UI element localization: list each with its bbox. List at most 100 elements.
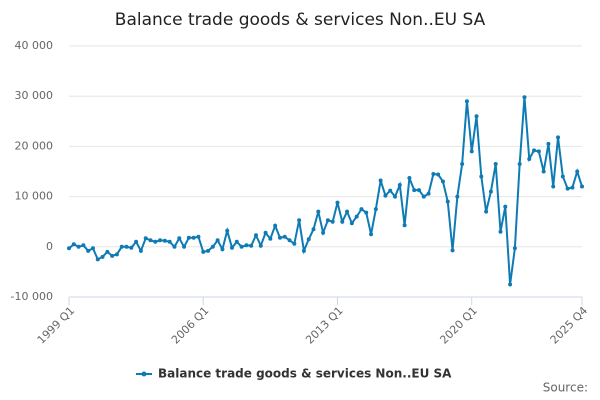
data-point [412, 188, 417, 193]
data-point [469, 149, 474, 154]
x-tick-label: 2013 Q1 [303, 304, 346, 347]
y-tick-label: 30 000 [15, 89, 54, 102]
data-point [484, 209, 489, 214]
data-point [253, 233, 258, 238]
data-point [527, 156, 532, 161]
data-point [263, 230, 268, 235]
data-point [369, 232, 374, 237]
data-point [503, 204, 508, 209]
data-point [201, 249, 206, 254]
data-point [143, 236, 148, 241]
chart-title: Balance trade goods & services Non..EU S… [115, 10, 486, 30]
data-point [440, 179, 445, 184]
data-point [416, 188, 421, 193]
data-point [153, 239, 158, 244]
data-point [105, 249, 110, 254]
data-point [210, 244, 215, 249]
data-point [402, 223, 407, 228]
data-point [134, 239, 139, 244]
data-point [177, 236, 182, 241]
data-point [421, 194, 426, 199]
data-point [460, 161, 465, 166]
data-point [522, 95, 527, 100]
data-point [182, 244, 187, 249]
data-point [455, 194, 460, 199]
data-point [479, 174, 484, 179]
data-point [383, 193, 388, 198]
data-point [556, 135, 561, 140]
data-point [86, 248, 91, 253]
data-point [354, 214, 359, 219]
data-point [498, 229, 503, 234]
data-point [359, 207, 364, 212]
y-tick-label: 40 000 [15, 39, 54, 52]
series-line [68, 97, 583, 285]
data-point [225, 228, 230, 233]
data-point [325, 218, 330, 223]
data-point [167, 239, 172, 244]
data-point [239, 244, 244, 249]
data-point [426, 191, 431, 196]
data-point [138, 248, 143, 253]
data-point [234, 239, 239, 244]
data-point [565, 186, 570, 191]
data-point [551, 184, 556, 189]
y-tick-label: -10 000 [11, 290, 53, 303]
data-point [114, 252, 119, 257]
x-tick-label: 2006 Q1 [169, 304, 212, 347]
data-point [230, 245, 235, 250]
data-point [393, 194, 398, 199]
data-point [373, 207, 378, 212]
data-point [206, 248, 211, 253]
data-point [249, 243, 254, 248]
data-point [397, 183, 402, 188]
data-point [345, 209, 350, 214]
data-point [277, 235, 282, 240]
data-point [488, 189, 493, 194]
data-point [282, 234, 287, 239]
data-point [124, 244, 129, 249]
data-point [335, 200, 340, 205]
data-point [349, 221, 354, 226]
data-point [330, 219, 335, 224]
x-tick-label: 2020 Q1 [437, 304, 480, 347]
data-point [493, 161, 498, 166]
data-point [536, 149, 541, 154]
data-point [71, 242, 76, 247]
data-point [570, 185, 575, 190]
data-point [119, 244, 124, 249]
y-tick-label: 0 [46, 240, 53, 253]
data-point [258, 243, 263, 248]
data-point [148, 238, 153, 243]
data-point [431, 172, 436, 177]
data-point [268, 236, 273, 241]
data-point [388, 188, 393, 193]
data-point [311, 227, 316, 232]
data-point [129, 245, 134, 250]
data-point [580, 184, 584, 189]
data-point [100, 254, 105, 259]
data-point [90, 246, 95, 251]
data-point [450, 248, 455, 253]
data-point [110, 253, 115, 258]
legend-marker [141, 371, 147, 377]
legend-label: Balance trade goods & services Non..EU S… [158, 367, 452, 381]
x-tick-label: 2025 Q4 [548, 304, 591, 347]
data-point [81, 243, 86, 248]
data-point [364, 210, 369, 215]
x-tick-label: 1999 Q1 [35, 304, 78, 347]
data-point [532, 148, 537, 153]
data-point [407, 176, 412, 181]
data-point [546, 141, 551, 146]
data-point [321, 230, 326, 235]
data-point [191, 235, 196, 240]
source: Source: [543, 381, 588, 395]
data-point [186, 235, 191, 240]
data-point [95, 257, 100, 262]
y-tick-label: 20 000 [15, 139, 54, 152]
data-point [158, 238, 163, 243]
data-point [196, 234, 201, 239]
data-point [316, 209, 321, 214]
data-point [508, 282, 513, 287]
